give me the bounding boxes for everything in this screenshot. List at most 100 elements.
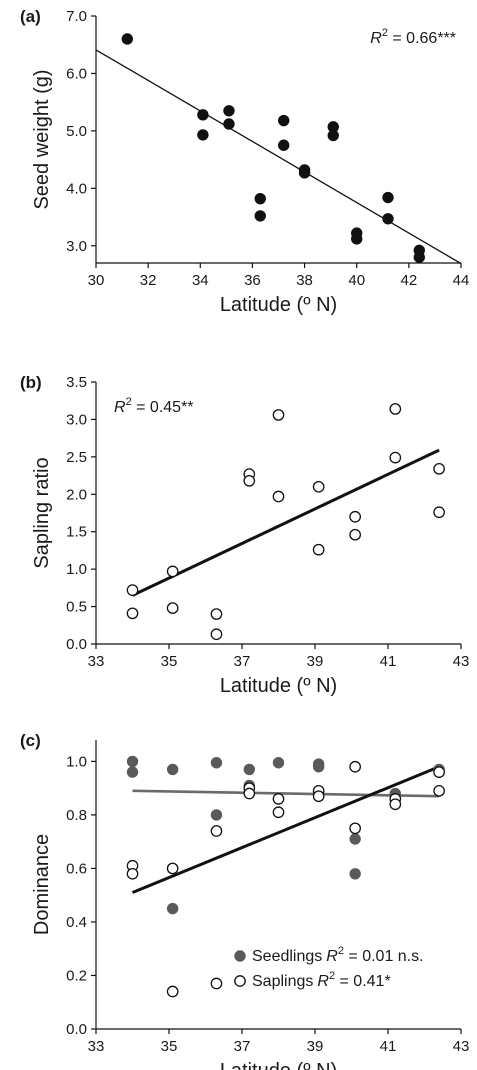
data-point: [210, 628, 223, 641]
legend-entry: Seedlings R2 = 0.01 n.s.: [252, 945, 424, 965]
data-point: [197, 129, 209, 141]
x-tick-label: 36: [244, 272, 261, 289]
data-point: [272, 409, 285, 421]
x-tick-label: 32: [140, 272, 157, 289]
regression-line: [131, 765, 440, 894]
data-point: [413, 251, 425, 263]
legend-marker: [234, 950, 246, 962]
seedling-point: [349, 833, 361, 845]
x-tick-label: 41: [380, 1038, 397, 1055]
sapling-point: [210, 977, 223, 990]
data-point: [272, 490, 285, 503]
y-tick-label: 5.0: [66, 123, 87, 140]
y-tick-label: 1.0: [66, 561, 87, 578]
sapling-point: [210, 825, 223, 837]
x-axis-label: Latitude (º N): [220, 294, 337, 316]
seedling-point: [312, 761, 325, 773]
data-point: [382, 191, 394, 204]
sapling-point: [126, 867, 139, 880]
y-tick-label: 2.0: [66, 486, 87, 503]
panel-label: (b): [20, 373, 42, 392]
seedling-point: [126, 766, 139, 778]
x-tick-label: 41: [380, 653, 397, 670]
y-tick-label: 1.0: [66, 753, 87, 770]
data-point: [351, 233, 363, 245]
x-tick-label: 33: [88, 1038, 105, 1055]
r-squared-annotation: R2 = 0.66***: [370, 27, 456, 47]
x-tick-label: 38: [296, 272, 313, 289]
sapling-point: [243, 787, 256, 800]
x-tick-label: 40: [348, 272, 365, 289]
x-tick-label: 43: [453, 653, 470, 670]
r2-superscript: 2: [382, 27, 388, 39]
r2-symbol: R: [326, 948, 338, 965]
y-tick-label: 4.0: [66, 180, 87, 197]
data-point: [389, 403, 402, 415]
regression-line: [131, 448, 440, 597]
r2-symbol: R: [114, 399, 126, 416]
sapling-point: [166, 862, 179, 875]
data-point: [254, 192, 266, 205]
y-tick-label: 3.0: [66, 411, 87, 428]
sapling-point: [389, 798, 402, 811]
r2-superscript: 2: [338, 945, 344, 957]
data-point: [210, 608, 223, 620]
seedling-point: [210, 809, 223, 821]
data-point: [382, 213, 394, 225]
data-point: [433, 462, 445, 475]
y-axis-label: Sapling ratio: [31, 457, 53, 568]
sapling-point: [349, 760, 361, 773]
seedling-point: [272, 757, 285, 769]
x-tick-label: 42: [401, 272, 418, 289]
data-point: [126, 584, 139, 596]
y-tick-label: 0.6: [66, 860, 87, 877]
legend-series-name: Seedlings: [252, 948, 322, 965]
data-point: [389, 451, 402, 464]
sapling-point: [433, 784, 445, 797]
data-point: [278, 139, 290, 151]
seedling-point: [126, 755, 139, 768]
y-tick-label: 0.2: [66, 967, 87, 984]
data-point: [278, 114, 290, 127]
data-point: [349, 528, 361, 541]
y-tick-label: 0.0: [66, 636, 87, 653]
x-tick-label: 37: [234, 653, 251, 670]
data-point: [298, 167, 311, 179]
sapling-point: [312, 790, 325, 803]
seedling-point: [166, 902, 179, 915]
y-tick-label: 3.5: [66, 374, 87, 391]
sapling-point: [349, 822, 361, 835]
panel-1-axes: (b) 33 35 37 39 41 43 0.0 0.5 1.0 1.5 2.0 2.5 3.0 3.5 L…: [20, 373, 469, 697]
panel-2-axes: (c) 33 35 37 39 41 43 0.0 0.2 0.4 0.6 0.8 1.0 Latitud…: [20, 731, 469, 1070]
y-tick-label: 2.5: [66, 449, 87, 466]
y-tick-label: 0.5: [66, 599, 87, 616]
data-point: [433, 506, 445, 519]
sapling-point: [272, 806, 285, 819]
panel-b-plot: R2 = 0.45**: [114, 396, 445, 641]
x-tick-label: 30: [88, 272, 105, 289]
data-point: [312, 543, 325, 556]
data-point: [197, 109, 209, 121]
y-tick-label: 0.8: [66, 807, 87, 824]
panel-label: (c): [20, 731, 41, 750]
sapling-point: [433, 766, 445, 778]
panel-0-axes: (a) 30 32 34 36 38 40 42 44 3.0 4.0 5.0 6.0 7.0 Latitu…: [20, 7, 469, 316]
data-point: [327, 129, 339, 142]
seedling-point: [243, 763, 256, 776]
y-tick-label: 7.0: [66, 8, 87, 25]
data-point: [121, 33, 133, 45]
sapling-point: [272, 793, 285, 805]
r2-symbol: R: [317, 973, 329, 990]
x-tick-label: 37: [234, 1038, 251, 1055]
panel-c-plot: [126, 755, 445, 998]
x-tick-label: 44: [453, 272, 470, 289]
seedling-point: [349, 868, 361, 880]
r2-superscript: 2: [329, 970, 335, 982]
x-tick-label: 33: [88, 653, 105, 670]
x-tick-label: 34: [192, 272, 209, 289]
data-point: [126, 607, 139, 620]
r-squared-annotation: R2 = 0.45**: [114, 396, 194, 416]
seedling-point: [166, 763, 179, 776]
data-point: [312, 480, 325, 493]
